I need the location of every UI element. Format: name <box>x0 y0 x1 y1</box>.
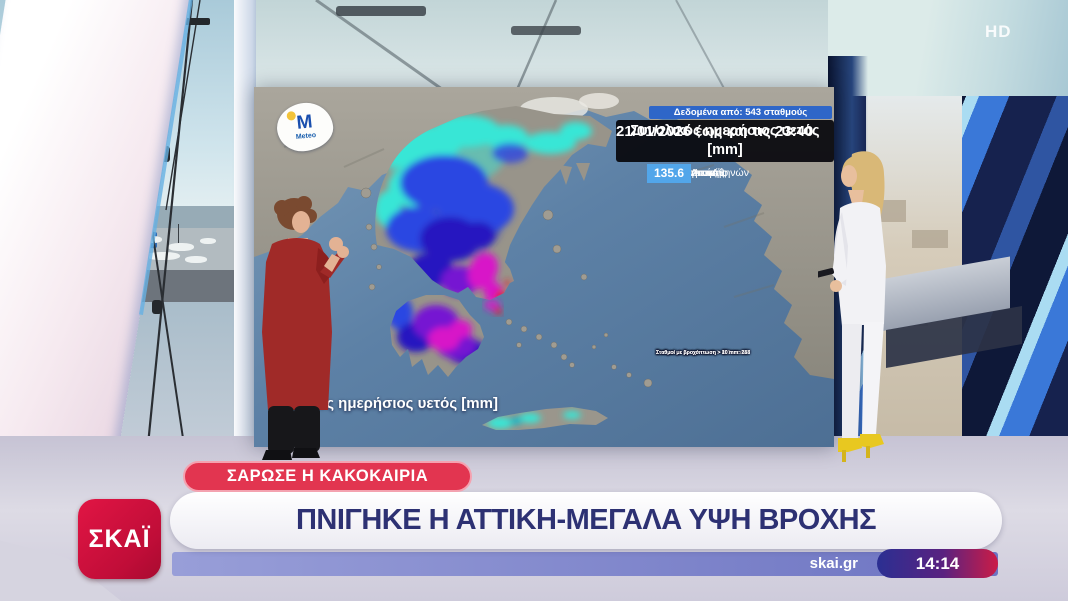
mast <box>178 224 179 243</box>
islands <box>360 187 653 388</box>
legend-line: Σταθμοί με βροχόπτωση > 200 mm: 6 <box>656 350 748 356</box>
legend-line: Σταθμοί με βροχόπτωση > 10 mm: 288 <box>656 350 751 356</box>
presenter-right <box>818 151 886 462</box>
hd-badge: HD <box>985 22 1012 41</box>
map-title-box: Συνολικός ημερήσιος υετός [mm] 21/01/202… <box>616 120 834 162</box>
station-value: 135.6 <box>647 164 691 183</box>
rig-lines <box>315 0 727 92</box>
kicker-banner: ΣΑΡΩΣΕ Η ΚΑΚΟΚΑΙΡΙΑ <box>183 461 472 492</box>
legend-line: Σταθμοί με βροχόπτωση > 100 mm: 41 <box>656 350 751 356</box>
boat <box>146 252 180 260</box>
presenter-left <box>262 196 349 460</box>
legend-line: Σταθμοί με βροχόπτωση > 20 mm: 218 <box>656 350 751 356</box>
data-source-bar: Δεδομένα από: 543 σταθμούς <box>649 106 832 119</box>
legend-line: Σταθμοί με βροχόπτωση > 90 mm: 43 <box>656 350 748 356</box>
website-label: skai.gr <box>809 555 858 572</box>
clock-pill: 14:14 <box>877 549 998 578</box>
legend-line: Σταθμοί με βροχόπτωση > 40 mm: 137 <box>656 350 751 356</box>
map-date: 21/01/2026 έως και τις 23:40 <box>616 123 814 140</box>
glass-ceiling <box>828 0 1068 96</box>
ceiling <box>256 0 836 92</box>
rain-over-sea <box>484 299 502 315</box>
greece-precipitation-map <box>254 87 834 447</box>
boat <box>200 238 216 244</box>
map-bottom-caption: ικός ημερήσιος υετός [mm] <box>305 395 498 412</box>
studio-window <box>0 0 260 601</box>
boat <box>185 256 207 263</box>
ticker-bar: skai.gr <box>172 552 998 576</box>
skai-logo: ΣΚΑΪ <box>78 499 161 579</box>
boat <box>168 243 194 251</box>
map-title: Συνολικός ημερήσιος υετός [mm] <box>630 123 820 158</box>
building <box>876 200 906 222</box>
legend-line: Σταθμοί με βροχόπτωση > 60 mm: 93 <box>656 350 748 356</box>
headline-banner: ΠΝΙΓΗΚΕ Η ΑΤΤΙΚΗ-ΜΕΓΑΛΑ ΥΨΗ ΒΡΟΧΗΣ <box>170 492 1002 549</box>
building <box>912 230 948 248</box>
weather-map-screen: M Meteo Δεδομένα από: 543 σταθμούς Συνολ… <box>254 87 834 447</box>
